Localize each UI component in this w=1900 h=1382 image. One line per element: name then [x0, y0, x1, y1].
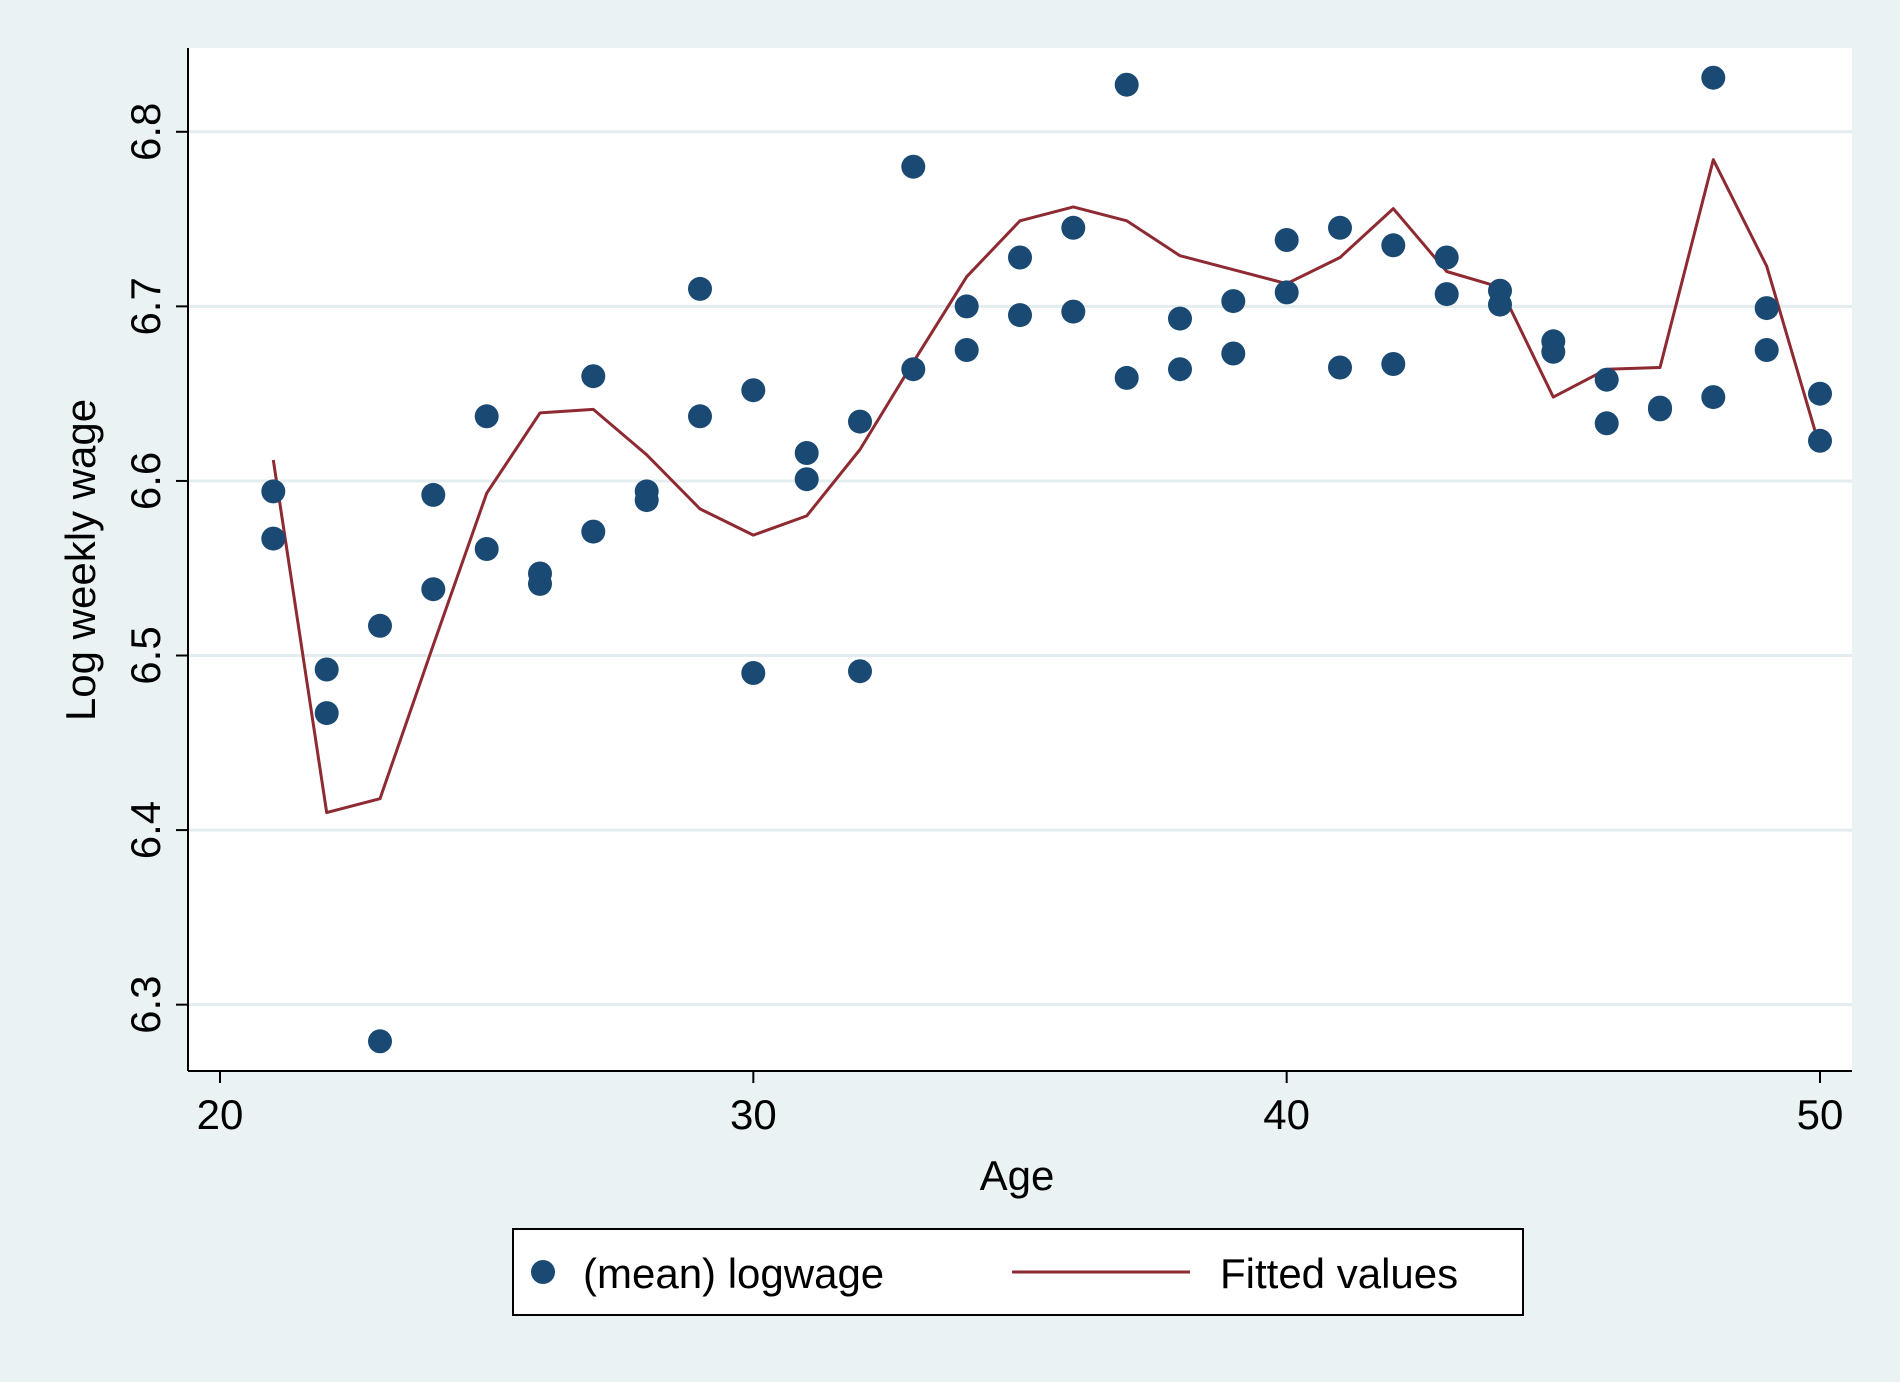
- data-point-18: [688, 404, 712, 429]
- scatter-points: [261, 65, 1832, 1054]
- y-tick-label-6.7: 6.7: [122, 277, 169, 335]
- data-point-41: [1328, 215, 1352, 240]
- data-point-7: [421, 482, 446, 507]
- data-point-34: [1114, 365, 1139, 390]
- data-point-55: [1701, 65, 1726, 90]
- data-point-3: [314, 657, 339, 682]
- data-point-28: [954, 338, 979, 362]
- data-point-16: [634, 488, 659, 513]
- data-point-31: [1061, 215, 1086, 240]
- data-point-19: [741, 378, 766, 403]
- data-point-8: [421, 577, 446, 602]
- fitted-values-line: [271, 158, 1822, 815]
- fitted-line-layer: [271, 158, 1822, 815]
- x-tick-label-30: 30: [730, 1091, 777, 1138]
- axes: [187, 48, 1852, 1072]
- data-point-38: [1221, 341, 1246, 366]
- y-tick-label-6.4: 6.4: [122, 801, 169, 859]
- data-point-46: [1434, 282, 1459, 307]
- data-point-56: [1701, 385, 1726, 410]
- y-axis-ticks: 6.3 6.4 6.5 6.6 6.7 6.8: [122, 103, 188, 1034]
- y-tick-label-6.5: 6.5: [122, 626, 169, 684]
- data-point-10: [474, 537, 499, 561]
- data-point-50: [1541, 339, 1566, 364]
- data-point-13: [581, 364, 606, 389]
- data-point-51: [1594, 367, 1619, 392]
- data-point-33: [1114, 72, 1139, 97]
- data-point-59: [1808, 381, 1832, 406]
- x-axis-ticks: 20 30 40 50: [197, 1071, 1844, 1138]
- data-point-24: [848, 659, 872, 684]
- legend: (mean) logwage Fitted values: [512, 1228, 1524, 1316]
- data-point-22: [794, 467, 819, 492]
- plot-area: [188, 48, 1852, 1071]
- data-point-25: [901, 154, 926, 179]
- data-point-17: [688, 276, 712, 301]
- x-tick-label-20: 20: [197, 1091, 244, 1138]
- data-point-39: [1274, 228, 1299, 252]
- data-point-14: [581, 519, 606, 544]
- data-point-2: [261, 526, 286, 551]
- data-point-44: [1381, 352, 1406, 376]
- data-point-36: [1168, 357, 1192, 382]
- data-point-58: [1754, 338, 1779, 362]
- data-point-57: [1754, 296, 1779, 321]
- data-point-27: [954, 294, 979, 319]
- data-point-29: [1008, 245, 1032, 270]
- data-point-42: [1328, 355, 1352, 380]
- y-tick-label-6.8: 6.8: [122, 103, 169, 161]
- x-axis-title: Age: [980, 1152, 1055, 1199]
- data-point-40: [1274, 280, 1299, 305]
- data-point-30: [1008, 303, 1032, 328]
- data-point-20: [741, 661, 766, 685]
- data-point-21: [794, 441, 819, 465]
- data-point-12: [528, 571, 552, 596]
- y-tick-label-6.6: 6.6: [122, 452, 169, 510]
- y-axis-title: Log weekly wage: [57, 399, 104, 721]
- data-point-4: [314, 701, 339, 726]
- data-point-35: [1168, 306, 1192, 331]
- data-point-60: [1808, 428, 1832, 453]
- data-point-5: [368, 613, 392, 638]
- gridlines: [188, 130, 1852, 1007]
- x-tick-label-50: 50: [1797, 1091, 1844, 1138]
- data-point-37: [1221, 289, 1246, 314]
- data-point-43: [1381, 233, 1406, 258]
- data-point-6: [368, 1029, 392, 1054]
- data-point-1: [261, 479, 286, 504]
- legend-label-fitted-values: Fitted values: [1220, 1250, 1458, 1297]
- data-point-32: [1061, 299, 1086, 324]
- legend-marker-mean-logwage: [531, 1260, 555, 1284]
- data-point-52: [1594, 411, 1619, 436]
- data-point-48: [1488, 292, 1512, 317]
- data-point-54: [1648, 397, 1672, 422]
- y-tick-label-6.3: 6.3: [122, 975, 169, 1033]
- data-point-23: [848, 409, 872, 434]
- data-point-26: [901, 357, 926, 382]
- legend-label-mean-logwage: (mean) logwage: [583, 1250, 884, 1297]
- x-tick-label-40: 40: [1263, 1091, 1310, 1138]
- data-point-45: [1434, 245, 1459, 270]
- data-point-9: [474, 404, 499, 429]
